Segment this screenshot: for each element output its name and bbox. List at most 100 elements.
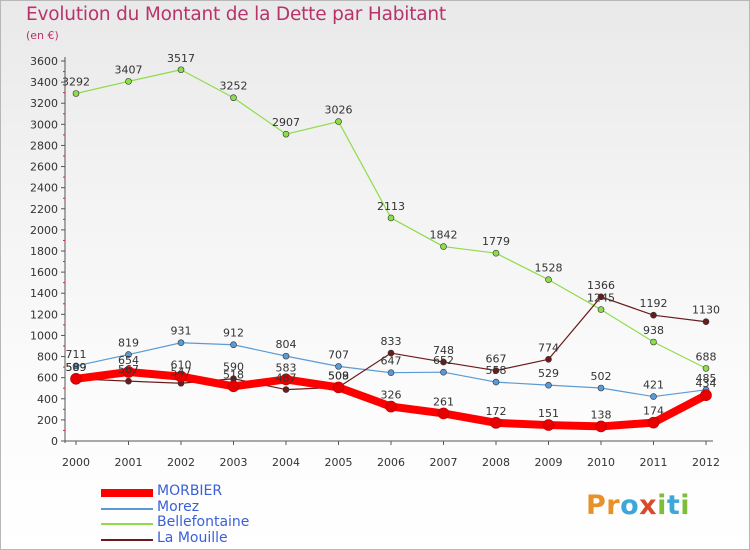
data-point-morbier [437, 407, 450, 420]
data-point-morbier [227, 380, 240, 393]
y-tick-label: 2800 [30, 139, 58, 152]
data-label: 326 [381, 389, 402, 402]
data-point-la-mouille [545, 355, 552, 363]
data-point-morez [597, 384, 605, 392]
data-point-bellefontaine [230, 94, 237, 102]
data-label: 2907 [272, 116, 300, 129]
data-point-bellefontaine [177, 66, 185, 74]
legend-item-bellefontaine: Bellefontaine [101, 514, 401, 532]
data-label: 1130 [692, 304, 720, 317]
data-point-morbier [385, 400, 397, 413]
data-point-morez [177, 339, 185, 347]
data-label: 3407 [115, 63, 143, 76]
x-tick-label: 2009 [535, 456, 563, 469]
logo-part-pr: Pr [586, 490, 621, 521]
data-label: 804 [276, 338, 297, 351]
data-label: 647 [381, 355, 402, 368]
data-label: 711 [66, 348, 87, 361]
data-label: 707 [328, 348, 349, 361]
data-label: 931 [171, 325, 192, 338]
data-point-la-mouille [282, 386, 290, 393]
data-point-bellefontaine [650, 338, 657, 346]
x-tick-label: 2001 [115, 456, 143, 469]
y-tick-label: 3200 [30, 97, 58, 110]
data-label: 3026 [325, 104, 353, 117]
data-point-morbier [647, 416, 660, 429]
y-tick-label: 1600 [30, 266, 58, 279]
data-point-bellefontaine [387, 214, 395, 222]
legend-item-morbier: MORBIER [101, 483, 401, 501]
chart-legend: MORBIER Morez Bellefontaine La Mouille [101, 483, 401, 547]
data-label: 938 [643, 324, 664, 337]
x-tick-label: 2000 [62, 456, 90, 469]
data-point-bellefontaine [335, 118, 342, 125]
data-label: 529 [538, 367, 559, 380]
data-label: 667 [486, 353, 507, 366]
logo-part-x: x [639, 490, 658, 521]
logo-part-i2: i [680, 490, 691, 521]
data-label: 485 [696, 372, 717, 385]
legend-item-morez: Morez [101, 498, 401, 517]
data-point-morez [125, 351, 132, 358]
data-point-bellefontaine [72, 90, 80, 97]
x-tick-label: 2003 [220, 456, 248, 469]
legend-label: Bellefontaine [157, 514, 250, 530]
y-tick-label: 3400 [30, 76, 58, 89]
data-point-morez [335, 363, 342, 370]
x-tick-label: 2008 [482, 456, 510, 469]
logo-part-o: o [620, 490, 640, 521]
data-label: 1528 [535, 262, 563, 275]
y-tick-label: 2600 [30, 161, 58, 174]
data-point-morbier [122, 366, 135, 378]
legend-label: MORBIER [157, 483, 223, 499]
data-label: 654 [118, 354, 139, 367]
data-point-morbier [700, 389, 712, 401]
x-tick-label: 2012 [692, 456, 720, 469]
data-label: 912 [223, 327, 244, 340]
data-point-la-mouille [650, 311, 657, 319]
data-point-morez [545, 381, 552, 389]
data-label: 138 [591, 408, 612, 421]
data-point-bellefontaine [125, 78, 132, 85]
data-point-morez [440, 368, 447, 376]
data-label: 1366 [587, 279, 615, 292]
y-tick-label: 1000 [30, 329, 58, 342]
data-point-morbier [70, 373, 82, 385]
data-point-bellefontaine [597, 306, 605, 313]
x-tick-label: 2002 [167, 456, 195, 469]
y-tick-label: 1800 [30, 245, 58, 258]
y-tick-label: 600 [37, 372, 58, 385]
data-point-la-mouille [702, 318, 710, 326]
data-point-bellefontaine [702, 365, 710, 372]
y-tick-label: 1400 [30, 287, 58, 300]
data-label: 172 [486, 405, 507, 418]
data-point-la-mouille [440, 358, 447, 366]
y-tick-label: 2400 [30, 182, 58, 195]
data-point-morez [72, 362, 80, 370]
legend-label: Morez [157, 498, 200, 515]
data-label: 3517 [167, 52, 195, 65]
data-label: 508 [328, 369, 349, 382]
data-point-bellefontaine [492, 249, 500, 257]
x-tick-label: 2010 [587, 456, 615, 469]
data-label: 174 [643, 405, 664, 418]
data-label: 589 [66, 361, 87, 374]
data-point-morbier [175, 370, 187, 383]
data-point-morbier [332, 381, 345, 394]
y-tick-label: 400 [37, 393, 58, 406]
legend-swatch [101, 538, 153, 541]
chart-unit: (en €) [26, 29, 59, 42]
data-label: 583 [276, 361, 297, 374]
data-label: 547 [171, 365, 192, 378]
y-tick-label: 0 [51, 435, 58, 448]
data-label: 421 [643, 379, 664, 392]
data-point-la-mouille [597, 293, 605, 301]
data-point-morbier [542, 419, 555, 431]
data-label: 589 [66, 361, 87, 374]
data-label: 567 [118, 363, 139, 376]
y-tick-label: 800 [37, 351, 58, 364]
x-tick-label: 2006 [377, 456, 405, 469]
data-label: 819 [118, 337, 139, 350]
legend-swatch [101, 523, 153, 525]
